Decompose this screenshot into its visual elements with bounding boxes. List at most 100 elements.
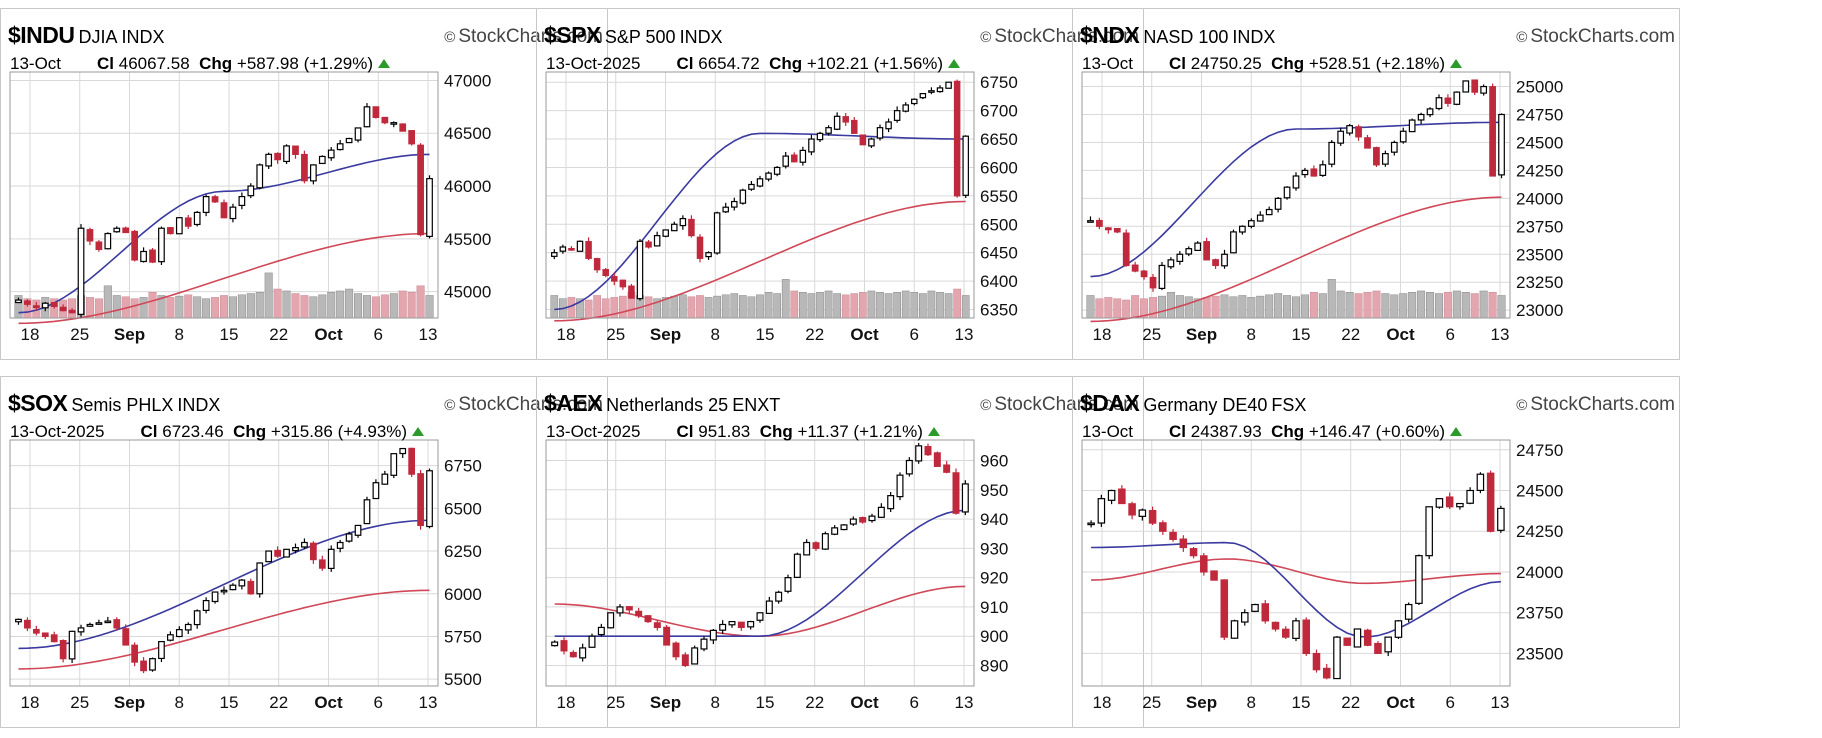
volume-bar xyxy=(747,296,756,319)
chart-panel-indu[interactable]: 45000 45500 46000 46500 47000 18 25 Sep 8 15 22 Oct… xyxy=(0,8,617,370)
chart-svg: 5500 5750 6000 6250 6500 6750 18 25 Sep 8 15 22 Oct 6… xyxy=(9,439,482,712)
index-name: NASD 100 xyxy=(1143,27,1229,47)
candle xyxy=(1480,84,1488,96)
candle xyxy=(928,87,935,95)
candle xyxy=(1444,94,1452,107)
volume-bar xyxy=(1443,291,1452,319)
chart-panel-sox[interactable]: 5500 5750 6000 6250 6500 6750 18 25 Sep 8 15 22 Oct 6… xyxy=(0,376,617,738)
chart-panel-aex[interactable]: 890 900 910 920 930 940 950 960 18 25 Sep 8 15 22 Oct 6… xyxy=(536,376,1153,738)
brand-label: StockCharts.com xyxy=(994,394,1139,415)
candle xyxy=(1435,94,1443,111)
volume-bar xyxy=(139,297,148,319)
x-tick-label: 15 xyxy=(756,693,775,712)
volume-bar xyxy=(291,293,300,319)
x-tick-label: 25 xyxy=(606,693,625,712)
volume-bar xyxy=(1095,298,1104,319)
candle xyxy=(636,239,644,301)
quote-date: 13-Oct-2025 xyxy=(546,422,641,441)
x-tick-label: 13 xyxy=(955,693,974,712)
y-tick-label: 45500 xyxy=(444,230,491,249)
candle xyxy=(607,612,615,629)
copyright-icon: © xyxy=(980,397,992,414)
candle xyxy=(905,457,913,477)
candle xyxy=(803,539,811,556)
candle xyxy=(167,631,174,642)
volume-bar xyxy=(910,291,919,319)
x-tick-label: Sep xyxy=(114,325,145,344)
candle xyxy=(1185,246,1193,257)
panel-title: $AEX Netherlands 25 ENXT xyxy=(544,390,780,417)
y-tick-label: 6250 xyxy=(444,542,482,561)
index-name: Germany DE40 xyxy=(1143,395,1268,415)
candle xyxy=(756,175,764,188)
candle xyxy=(893,106,901,123)
chart-panel-ndx[interactable]: 23000 23250 23500 23750 24000 24250 24500 24750… xyxy=(1072,8,1689,370)
ma-short-line xyxy=(1091,541,1501,638)
ticker-symbol[interactable]: $DAX xyxy=(1080,390,1140,416)
volume-bar xyxy=(211,297,220,319)
ticker-symbol[interactable]: $INDU xyxy=(8,22,75,48)
volume-bar xyxy=(867,290,876,319)
exchange-code: INDX xyxy=(679,27,723,47)
candle xyxy=(696,234,704,263)
volume-bar xyxy=(919,293,927,319)
volume-bar xyxy=(1345,291,1354,319)
volume-bar xyxy=(345,288,354,319)
candle xyxy=(202,194,210,217)
y-tick-label: 6700 xyxy=(980,102,1018,121)
up-arrow-icon xyxy=(1450,427,1463,436)
candle xyxy=(399,123,407,132)
candle xyxy=(1363,628,1372,647)
candle xyxy=(336,139,344,151)
candle xyxy=(1107,489,1116,505)
candle xyxy=(859,134,867,146)
ticker-symbol[interactable]: $AEX xyxy=(544,390,603,416)
candle xyxy=(1498,113,1505,179)
copyright-icon: © xyxy=(444,29,456,46)
change-label: Chg xyxy=(199,54,233,73)
volume-bar xyxy=(228,296,237,319)
candle xyxy=(700,636,708,652)
candle xyxy=(782,151,789,169)
volume-bar xyxy=(1470,293,1479,319)
candle xyxy=(1087,216,1094,223)
candle xyxy=(184,622,192,634)
y-tick-label: 6450 xyxy=(980,244,1018,263)
volume-bar xyxy=(1318,293,1327,319)
exchange-code: INDX xyxy=(177,395,221,415)
ticker-symbol[interactable]: $SPX xyxy=(544,22,601,48)
candle xyxy=(354,524,362,538)
volume-bar xyxy=(1426,291,1435,319)
candle xyxy=(1353,628,1362,648)
candle xyxy=(149,247,156,264)
brand-watermark: © StockCharts.com xyxy=(980,394,1139,416)
candle xyxy=(256,562,264,598)
ticker-symbol[interactable]: $SOX xyxy=(8,390,68,416)
plot-border xyxy=(545,71,975,319)
x-tick-label: Oct xyxy=(1386,325,1415,344)
change-pct: (+1.56%) xyxy=(873,54,944,73)
volume-bar xyxy=(1381,293,1390,319)
x-tick-label: 6 xyxy=(1446,693,1455,712)
candle xyxy=(301,538,308,549)
candle xyxy=(408,447,416,477)
candle xyxy=(551,249,558,260)
panel-title: $NDX NASD 100 INDX xyxy=(1080,22,1275,49)
x-tick-label: Oct xyxy=(850,693,879,712)
chart-panel-dax[interactable]: 23500 23750 24000 24250 24500 24750 18 25 Sep 8 15… xyxy=(1072,376,1689,738)
candle xyxy=(1471,79,1479,96)
ticker-symbol[interactable]: $NDX xyxy=(1080,22,1140,48)
candle xyxy=(775,590,783,604)
candle xyxy=(1462,80,1470,93)
candle xyxy=(345,137,353,144)
y-tick-label: 6750 xyxy=(444,457,482,476)
chart-panel-spx[interactable]: 6350 6400 6450 6500 6550 6600 6650 6700 6750 18 25… xyxy=(536,8,1153,370)
change-value: +146.47 xyxy=(1308,422,1371,441)
x-tick-label: 15 xyxy=(1292,693,1311,712)
candle xyxy=(919,92,927,100)
candle xyxy=(784,574,792,594)
candle xyxy=(1210,570,1218,581)
y-tick-label: 46500 xyxy=(444,124,491,143)
candle xyxy=(1251,603,1259,613)
volume-bar xyxy=(927,290,936,319)
